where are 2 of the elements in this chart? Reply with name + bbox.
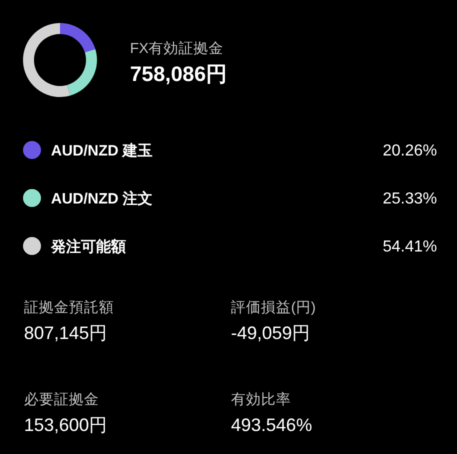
title: FX有効証拠金 (130, 41, 224, 57)
subtitle: 758,086円 (130, 63, 227, 86)
